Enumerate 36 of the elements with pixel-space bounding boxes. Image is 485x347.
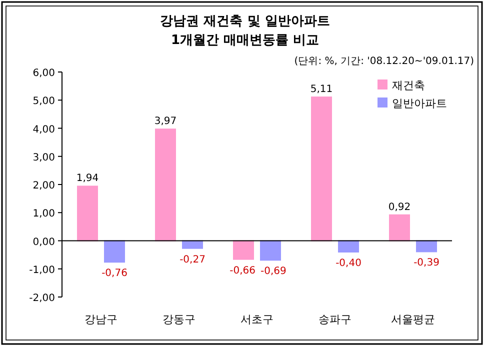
- y-tick-label: 0,00: [32, 236, 55, 248]
- y-tick-label: 1,00: [32, 208, 55, 220]
- bar: [311, 96, 332, 242]
- chart-title: 강남권 재건축 및 일반아파트 1개월간 매매변동률 비교: [160, 14, 330, 48]
- data-label: -0,40: [336, 258, 362, 269]
- x-tick-label: 서울평균: [391, 313, 435, 326]
- bar: [338, 240, 359, 252]
- bar: [389, 214, 410, 242]
- chart-subtitle: (단위: %, 기간: '08.12.20~'09.01.17): [294, 56, 474, 67]
- data-label: -0,76: [102, 268, 128, 280]
- bar: [77, 186, 98, 242]
- bar: [104, 240, 125, 263]
- x-tick-label: 서초구: [240, 313, 274, 326]
- bar: [155, 128, 176, 242]
- x-tick-label: 강동구: [162, 313, 196, 326]
- y-tick-label: 5,00: [32, 96, 55, 108]
- legend-label: 일반아파트: [392, 97, 447, 110]
- data-label: -0,39: [414, 258, 440, 269]
- data-label: 0,92: [388, 202, 411, 213]
- data-label: 1,94: [76, 173, 99, 184]
- legend-label: 재건축: [392, 79, 425, 92]
- x-tick-label: 송파구: [318, 313, 352, 326]
- data-label: -0,69: [260, 266, 286, 278]
- y-tick-label: 2,00: [32, 180, 55, 192]
- y-tick-label: -1,00: [29, 264, 55, 276]
- data-label: -0,66: [230, 265, 256, 276]
- y-tick-label: -2,00: [29, 293, 55, 304]
- y-tick-label: 3,00: [32, 152, 55, 164]
- y-tick-label: 6,00: [32, 68, 55, 79]
- data-label: -0,27: [180, 254, 206, 266]
- bar: [233, 240, 254, 260]
- x-tick-label: 강남구: [84, 313, 118, 326]
- data-label: 5,11: [310, 84, 333, 96]
- y-tick-label: 4,00: [32, 124, 55, 136]
- data-label: 3,97: [154, 116, 177, 128]
- bar: [260, 240, 281, 261]
